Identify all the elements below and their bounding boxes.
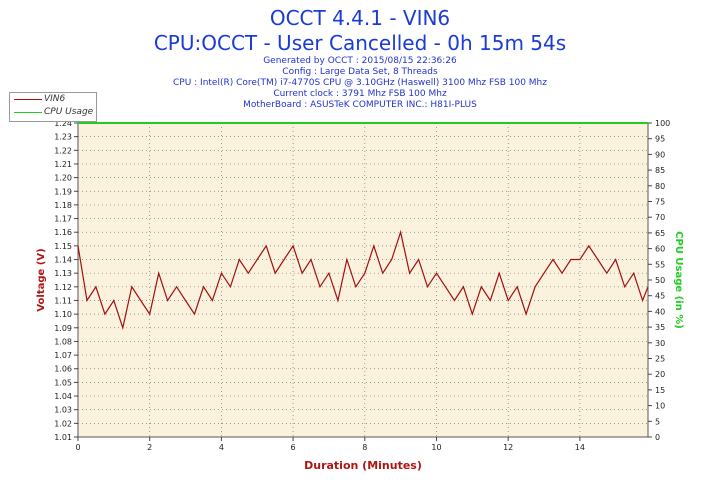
x-tick-label: 0 [75, 443, 80, 452]
y-tick-label: 1.13 [54, 269, 72, 278]
y-tick-label: 1.24 [54, 119, 72, 128]
y2-tick-label: 60 [655, 245, 665, 254]
y2-tick-label: 100 [655, 119, 670, 128]
legend-item-cpu-usage: CPU Usage [10, 106, 96, 119]
plot-area [77, 122, 649, 438]
x-tick-label: 12 [503, 443, 513, 452]
legend-swatch-cpu-usage [14, 112, 42, 113]
y-tick-label: 1.07 [54, 351, 72, 360]
y-tick-label: 1.19 [54, 187, 72, 196]
y2-tick-label: 95 [655, 135, 665, 144]
y-tick-label: 1.01 [54, 433, 72, 442]
y-tick-label: 1.21 [54, 160, 72, 169]
x-tick-label: 10 [431, 443, 441, 452]
legend-item-vin6: VIN6 [10, 93, 96, 106]
y2-tick-label: 40 [655, 307, 665, 316]
y2-tick-label: 80 [655, 182, 665, 191]
info-motherboard: MotherBoard : ASUSTeK COMPUTER INC.: H81… [243, 100, 477, 110]
info-cpu: CPU : Intel(R) Core(TM) i7-4770S CPU @ 3… [172, 78, 547, 88]
y-tick-label: 1.06 [54, 365, 72, 374]
legend-label-cpu-usage: CPU Usage [44, 107, 94, 117]
y-tick-label: 1.03 [54, 406, 72, 415]
y-tick-label: 1.18 [54, 201, 72, 210]
y2-tick-label: 70 [655, 213, 665, 222]
info-generated: Generated by OCCT : 2015/08/15 22:36:26 [263, 56, 457, 66]
y-tick-label: 1.05 [54, 378, 72, 387]
chart-title: OCCT 4.4.1 - VIN6 [269, 6, 451, 30]
x-tick-label: 4 [219, 443, 224, 452]
y-tick-label: 1.10 [54, 310, 72, 319]
y-axis-label: Voltage (V) [36, 248, 47, 311]
y2-tick-label: 5 [655, 417, 660, 426]
y-tick-label: 1.12 [54, 283, 72, 292]
y2-tick-label: 75 [655, 198, 665, 207]
y2-tick-label: 15 [655, 386, 665, 395]
y-tick-label: 1.14 [54, 256, 72, 265]
y2-tick-label: 90 [655, 150, 665, 159]
y2-tick-label: 20 [655, 370, 665, 379]
y-tick-label: 1.02 [54, 419, 72, 428]
y2-tick-label: 65 [655, 229, 665, 238]
y2-tick-label: 85 [655, 166, 665, 175]
y2-tick-label: 45 [655, 292, 665, 301]
y2-tick-label: 50 [655, 276, 665, 285]
y2-axis-label: CPU Usage (in %) [673, 231, 684, 329]
y-tick-label: 1.20 [54, 174, 72, 183]
legend-label-vin6: VIN6 [44, 94, 66, 104]
y2-tick-label: 0 [655, 433, 660, 442]
y-tick-label: 1.11 [54, 296, 72, 305]
y-tick-label: 1.16 [54, 228, 72, 237]
y2-tick-label: 35 [655, 323, 665, 332]
y-tick-label: 1.15 [54, 242, 72, 251]
legend-swatch-vin6 [14, 99, 42, 100]
y-tick-label: 1.08 [54, 337, 72, 346]
x-tick-label: 6 [291, 443, 296, 452]
x-tick-label: 8 [362, 443, 367, 452]
x-tick-label: 14 [575, 443, 585, 452]
chart-subtitle: CPU:OCCT - User Cancelled - 0h 15m 54s [153, 31, 567, 55]
y-tick-label: 1.22 [54, 146, 72, 155]
series-line-vin6 [77, 229, 649, 331]
y-tick-label: 1.09 [54, 324, 72, 333]
x-axis-label: Duration (Minutes) [304, 459, 422, 472]
y2-tick-label: 10 [655, 402, 665, 411]
y-tick-label: 1.23 [54, 133, 72, 142]
legend: VIN6 CPU Usage [9, 92, 97, 122]
y2-tick-label: 25 [655, 355, 665, 364]
x-tick-label: 2 [147, 443, 152, 452]
info-config: Config : Large Data Set, 8 Threads [282, 67, 438, 77]
y-tick-label: 1.04 [54, 392, 72, 401]
y-tick-label: 1.17 [54, 215, 72, 224]
y2-tick-label: 30 [655, 339, 665, 348]
info-clock: Current clock : 3791 Mhz FSB 100 Mhz [273, 89, 447, 99]
y2-tick-label: 55 [655, 260, 665, 269]
